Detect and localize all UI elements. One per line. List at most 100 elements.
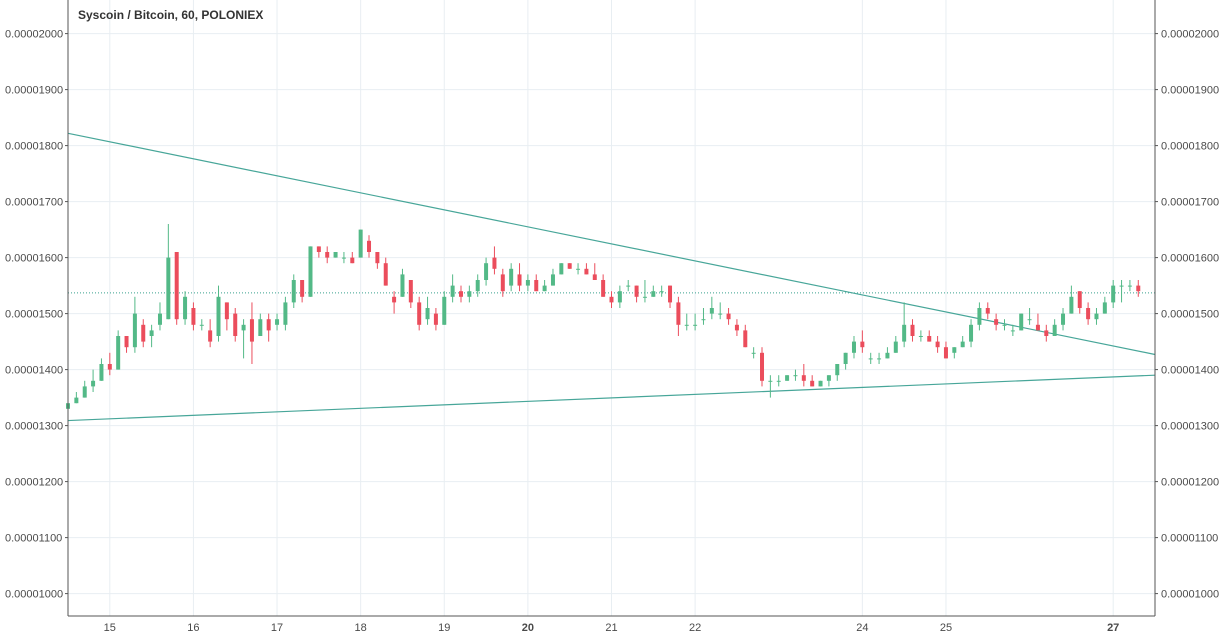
candle — [241, 319, 246, 359]
candle — [550, 268, 555, 286]
candle — [1119, 280, 1124, 303]
candle — [1077, 291, 1082, 314]
candle — [174, 252, 179, 325]
candle — [969, 319, 974, 348]
candle-body — [408, 280, 413, 303]
x-tick-label: 19 — [438, 622, 450, 634]
candle-body — [960, 341, 965, 348]
candle — [91, 369, 96, 392]
candle — [826, 375, 831, 387]
candle-body — [291, 280, 296, 303]
y-tick-label-left: 0.00001600 — [5, 253, 63, 265]
candle — [910, 319, 915, 342]
candle-body — [199, 324, 204, 326]
candle-body — [1019, 313, 1024, 331]
candle-body — [676, 302, 681, 325]
candle — [860, 330, 865, 353]
candle — [634, 285, 639, 303]
candle — [935, 336, 940, 353]
candle — [383, 257, 388, 286]
candle-body — [425, 308, 430, 320]
candle — [475, 274, 480, 297]
candle — [308, 246, 313, 297]
candle-body — [1127, 285, 1132, 287]
y-tick-label-left: 0.00001100 — [5, 533, 62, 545]
candle-body — [542, 285, 547, 292]
candle-body — [952, 347, 957, 353]
candle — [709, 296, 714, 320]
candle-body — [233, 313, 238, 336]
y-tick-label-right: 0.00001500 — [1161, 309, 1219, 321]
chart-title: Syscoin / Bitcoin, 60, POLONIEX — [78, 8, 264, 22]
candle-body — [885, 352, 890, 359]
candle — [943, 341, 948, 359]
candle-body — [709, 308, 714, 314]
candle-body — [400, 274, 405, 297]
candle — [316, 246, 321, 258]
candle-body — [316, 246, 321, 252]
y-tick-label-right: 0.00001100 — [1161, 533, 1218, 545]
candle — [467, 285, 472, 303]
candle — [141, 319, 146, 348]
candle — [249, 302, 254, 364]
candle-body — [367, 240, 372, 252]
candle — [651, 285, 656, 297]
candle-body — [166, 257, 171, 320]
x-tick-label: 25 — [940, 622, 952, 634]
candle-body — [1069, 296, 1074, 314]
candle-body — [325, 252, 330, 258]
candle-body — [927, 336, 932, 342]
candle-body — [860, 341, 865, 348]
candle-body — [935, 341, 940, 348]
candle — [275, 313, 280, 331]
candle-body — [484, 263, 489, 280]
candle-body — [91, 380, 96, 387]
candle — [392, 291, 397, 314]
candle — [116, 330, 121, 370]
candle-body — [877, 358, 882, 360]
candle-body — [1077, 291, 1082, 308]
candle-body — [684, 324, 689, 326]
candle — [885, 347, 890, 359]
candle-body — [266, 319, 271, 331]
candle-body — [776, 380, 781, 382]
candle-body — [918, 336, 923, 337]
candle — [224, 302, 229, 331]
candle-body — [559, 263, 564, 275]
candle-body — [1136, 285, 1141, 292]
candle — [107, 352, 112, 376]
candle — [484, 257, 489, 286]
candle — [408, 280, 413, 308]
candle-body — [751, 352, 756, 354]
candle — [199, 319, 204, 331]
candle-body — [994, 319, 999, 325]
candle — [768, 375, 773, 398]
candle-body — [977, 308, 982, 325]
candle — [82, 380, 87, 398]
candle-body — [383, 263, 388, 286]
candle — [693, 313, 698, 331]
y-tick-label-right: 0.00001700 — [1161, 197, 1219, 209]
candle — [994, 313, 999, 331]
candle — [1094, 308, 1099, 325]
y-tick-label-right: 0.00001400 — [1161, 365, 1219, 377]
y-tick-label-left: 0.00001400 — [5, 365, 63, 377]
y-tick-label-left: 0.00001200 — [5, 477, 63, 489]
candle — [726, 308, 731, 325]
candle-body — [893, 341, 898, 353]
candle-body — [818, 380, 823, 387]
candle-body — [843, 352, 848, 364]
candle — [350, 252, 355, 264]
candle — [626, 280, 631, 292]
candle-body — [467, 291, 472, 297]
candle-body — [651, 291, 656, 297]
candle — [810, 375, 815, 387]
candle-body — [801, 375, 806, 381]
candle — [191, 302, 196, 331]
candle-body — [592, 274, 597, 280]
candle-body — [1094, 313, 1099, 320]
candle-body — [124, 336, 129, 348]
candle — [258, 313, 263, 336]
candle — [425, 296, 430, 325]
candle — [760, 347, 765, 387]
